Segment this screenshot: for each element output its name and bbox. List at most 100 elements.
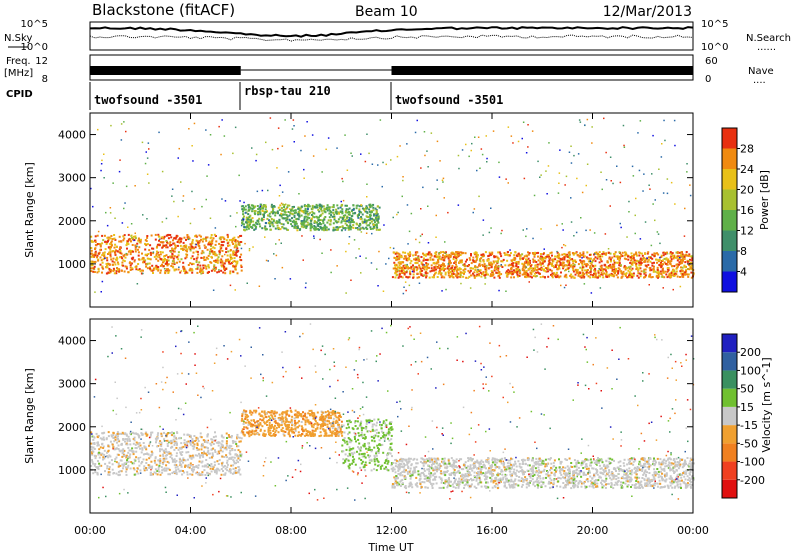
data-point-858	[319, 427, 322, 430]
data-point-824	[204, 264, 207, 267]
data-point-2054	[565, 255, 568, 258]
data-point-647	[163, 451, 166, 454]
data-point-414	[220, 443, 223, 446]
data-point-3582	[679, 256, 681, 259]
data-point-670	[240, 264, 243, 267]
data-point-2758	[609, 265, 612, 268]
data-point-2071	[545, 270, 548, 273]
data-point-406	[235, 254, 238, 257]
data-point-2908	[633, 261, 636, 264]
data-point-2772	[490, 273, 492, 276]
data-point-937	[270, 411, 273, 414]
data-point-2508	[648, 266, 651, 269]
data-point-816	[228, 457, 231, 460]
data-point-2307	[608, 252, 611, 254]
data-point-3462	[570, 162, 573, 164]
data-point-2418	[455, 259, 458, 261]
data-point-834	[237, 471, 240, 474]
data-point-1776	[391, 276, 394, 279]
data-point-1225	[372, 206, 375, 209]
data-point-385	[200, 448, 203, 451]
data-point-3752	[573, 154, 575, 157]
colorbar-tick-label-2: 12	[740, 225, 754, 238]
data-point-455	[173, 255, 176, 258]
data-point-3204	[425, 272, 428, 275]
data-point-1428	[242, 213, 245, 216]
data-point-201	[175, 452, 178, 455]
data-point-709	[93, 448, 96, 450]
data-point-834	[121, 261, 124, 264]
data-point-1391	[301, 220, 304, 223]
data-point-2124	[460, 261, 463, 264]
data-point-543	[91, 240, 94, 243]
data-point-174	[234, 241, 237, 244]
data-point-1396	[313, 216, 316, 219]
data-point-830	[120, 240, 123, 243]
data-point-345	[223, 238, 226, 240]
data-point-226	[208, 271, 210, 273]
data-point-3668	[321, 171, 323, 173]
data-point-59	[153, 471, 156, 474]
data-point-3661	[531, 130, 534, 132]
data-point-1132	[373, 227, 376, 230]
data-point-1436	[339, 216, 342, 219]
data-point-1235	[361, 226, 364, 229]
data-point-3546	[360, 153, 362, 155]
data-point-505	[168, 269, 171, 272]
data-point-1077	[293, 205, 295, 208]
data-point-2275	[592, 274, 595, 277]
data-point-2836	[399, 266, 402, 269]
data-point-3712	[120, 139, 123, 141]
data-point-696	[180, 465, 183, 468]
data-point-1882	[572, 268, 575, 271]
data-point-917	[319, 219, 322, 222]
data-point-340	[102, 239, 105, 242]
data-point-1035	[289, 211, 292, 214]
data-point-1000	[295, 211, 298, 214]
data-point-98	[222, 436, 225, 439]
data-point-2584	[562, 261, 565, 264]
data-point-1545	[258, 223, 261, 226]
data-point-1443	[371, 204, 374, 207]
data-point-2643	[688, 268, 691, 271]
data-point-3250	[681, 273, 684, 276]
data-point-3269	[617, 270, 620, 273]
data-point-1612	[632, 257, 635, 260]
data-point-962	[311, 411, 314, 414]
data-point-1995	[593, 269, 596, 272]
data-point-3409	[158, 131, 160, 134]
data-point-3068	[463, 264, 466, 267]
data-point-3594	[639, 238, 642, 240]
data-point-3238	[624, 251, 627, 254]
data-point-661	[97, 270, 100, 273]
data-point-609	[150, 467, 153, 470]
data-point-1414	[334, 220, 337, 223]
data-point-3080	[653, 270, 656, 273]
data-point-2134	[432, 258, 435, 261]
data-point-737	[96, 271, 99, 274]
data-point-1477	[352, 208, 355, 211]
data-point-392	[120, 443, 123, 446]
data-point-2056	[623, 257, 626, 260]
data-point-415	[210, 255, 213, 258]
data-point-3775	[278, 239, 280, 241]
date-title: 12/Mar/2013	[603, 4, 692, 20]
data-point-2260	[556, 274, 559, 277]
data-point-783	[158, 239, 160, 242]
data-point-2903	[521, 262, 524, 265]
data-point-1554	[291, 213, 294, 216]
data-point-528	[103, 256, 106, 259]
data-point-57	[137, 239, 140, 242]
data-point-1698	[544, 255, 547, 258]
data-point-726	[117, 263, 120, 266]
data-point-221	[118, 235, 121, 238]
data-point-3587	[399, 145, 401, 147]
data-point-1788	[541, 257, 544, 259]
data-point-609	[151, 269, 154, 272]
data-point-2735	[401, 267, 404, 270]
data-point-3461	[686, 171, 688, 173]
data-point-1552	[360, 211, 363, 214]
data-point-808	[165, 259, 168, 262]
data-point-815	[113, 448, 116, 451]
data-point-1585	[365, 207, 368, 210]
